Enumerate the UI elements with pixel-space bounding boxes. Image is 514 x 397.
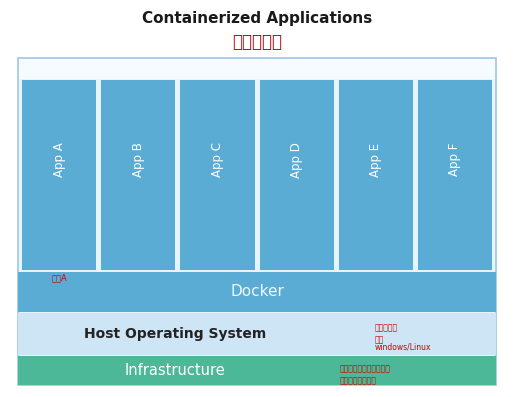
Bar <box>19 59 495 79</box>
Text: App C: App C <box>211 142 224 177</box>
Text: 应用A: 应用A <box>51 274 67 283</box>
Text: 应用容器化: 应用容器化 <box>232 33 282 51</box>
Bar <box>22 80 96 270</box>
Bar <box>260 80 334 270</box>
Bar <box>180 80 254 270</box>
Text: App F: App F <box>448 143 462 177</box>
Bar <box>18 272 496 312</box>
Bar <box>339 80 413 270</box>
Text: Host Operating System: Host Operating System <box>84 327 266 341</box>
Text: windows/Linux: windows/Linux <box>375 343 431 352</box>
Bar <box>18 356 496 385</box>
Text: 如：: 如： <box>375 335 384 344</box>
Text: Containerized Applications: Containerized Applications <box>142 10 372 25</box>
Text: App E: App E <box>369 143 382 177</box>
Text: Docker: Docker <box>230 285 284 299</box>
Text: App B: App B <box>132 143 145 177</box>
Text: App A: App A <box>52 143 66 177</box>
Text: 基础设施（个人电脑、数: 基础设施（个人电脑、数 <box>340 364 391 373</box>
Text: 据中心的服务器）: 据中心的服务器） <box>340 376 377 385</box>
Text: Infrastructure: Infrastructure <box>124 363 225 378</box>
Text: 主操作系统: 主操作系统 <box>375 323 398 332</box>
Bar <box>418 80 492 270</box>
Bar <box>18 313 496 355</box>
Text: App D: App D <box>290 142 303 178</box>
Bar <box>18 58 496 385</box>
Bar <box>101 80 175 270</box>
